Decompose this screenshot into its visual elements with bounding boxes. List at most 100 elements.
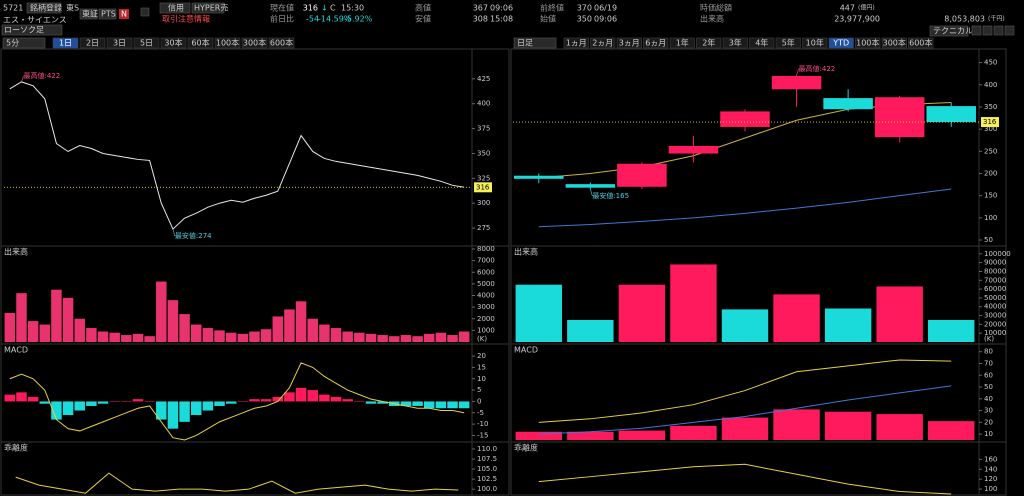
period-label[interactable]: 3ヵ月	[619, 39, 640, 48]
period-tab[interactable]	[643, 37, 669, 49]
period-tab[interactable]	[696, 37, 722, 49]
period-tab[interactable]	[881, 37, 907, 49]
y-tick-label: 100000	[984, 250, 1011, 258]
bar	[214, 401, 225, 406]
notice[interactable]: 取引注意情報	[162, 14, 210, 24]
period-label[interactable]: 6ヵ月	[645, 39, 666, 48]
period-label[interactable]: 10年	[806, 38, 824, 48]
interval[interactable]: 日足	[517, 39, 533, 48]
period-label[interactable]: 600本	[909, 38, 932, 48]
period-label[interactable]: 2ヵ月	[592, 39, 613, 48]
period-tab[interactable]	[775, 37, 801, 49]
period-tab[interactable]	[828, 37, 854, 49]
period-label[interactable]: 100本	[216, 38, 239, 48]
stat-time: 09:06	[594, 15, 617, 24]
y-tick-label: 1000	[477, 326, 495, 334]
bar	[515, 284, 562, 342]
interval-select[interactable]	[2, 37, 46, 49]
y-tick-label: 425	[477, 75, 490, 83]
period-label[interactable]: 3年	[729, 38, 742, 48]
news-label[interactable]: N	[121, 10, 127, 19]
y-tick-label: 100.0	[477, 485, 497, 493]
period-tab[interactable]	[214, 37, 241, 49]
period-tab[interactable]	[908, 37, 934, 49]
period-label[interactable]: 1日	[59, 39, 72, 48]
period-label[interactable]: 1ヵ月	[566, 39, 587, 48]
tse-button[interactable]	[79, 8, 98, 20]
bar	[51, 401, 62, 420]
panel-title: 出来高	[514, 247, 538, 257]
period-label[interactable]: 4年	[755, 38, 768, 48]
period-label[interactable]: 100本	[856, 38, 879, 48]
annotation-leader	[590, 188, 593, 197]
period-label[interactable]: 300本	[883, 38, 906, 48]
bar	[423, 333, 435, 342]
candle-body	[720, 111, 770, 127]
bar	[202, 328, 214, 342]
register-button[interactable]	[26, 2, 62, 14]
period-tab[interactable]	[52, 37, 79, 49]
period-label[interactable]: 2日	[86, 39, 99, 48]
period-tab[interactable]	[749, 37, 775, 49]
period-tab[interactable]	[133, 37, 160, 49]
menu-icon[interactable]	[140, 7, 150, 17]
price-tag-label: 316	[476, 183, 490, 191]
period-label[interactable]: 2年	[702, 38, 715, 48]
news-button[interactable]	[119, 9, 129, 19]
tool-icon[interactable]	[993, 25, 1004, 36]
credit-label[interactable]: 信用	[168, 3, 184, 13]
interval[interactable]: 5分	[6, 39, 19, 48]
y-tick-label: 200	[984, 169, 997, 177]
period-tab[interactable]	[106, 37, 133, 49]
technical-button[interactable]	[929, 25, 969, 37]
y-tick-label: 7000	[477, 257, 495, 265]
period-tab[interactable]	[268, 37, 295, 49]
pts-button[interactable]	[98, 8, 117, 20]
tool-icon[interactable]	[971, 25, 982, 36]
period-label[interactable]: 1年	[676, 38, 689, 48]
bar	[721, 417, 769, 440]
period-label[interactable]: 3日	[113, 39, 126, 48]
period-tab[interactable]	[855, 37, 881, 49]
hyper-button[interactable]	[191, 2, 225, 14]
period-tab[interactable]	[616, 37, 642, 49]
period-label[interactable]: 600本	[270, 38, 293, 48]
y-tick-label: 20000	[984, 320, 1006, 328]
tse-label[interactable]: 東証	[82, 9, 98, 19]
period-tab[interactable]	[563, 37, 589, 49]
period-tab[interactable]	[160, 37, 187, 49]
stat-label: 安値	[415, 14, 431, 24]
chart-type[interactable]: ローソク足	[4, 26, 44, 35]
period-tab[interactable]	[802, 37, 828, 49]
tool-icon[interactable]	[982, 25, 993, 36]
period-tab[interactable]	[590, 37, 616, 49]
pts-label[interactable]: PTS	[101, 10, 116, 19]
period-tab[interactable]	[722, 37, 748, 49]
panel-title: 乖離度	[4, 443, 28, 453]
turnover: 8,053,803	[944, 15, 985, 24]
bar	[144, 401, 155, 402]
period-tab[interactable]	[79, 37, 106, 49]
hyper-label[interactable]: HYPER売	[194, 3, 228, 13]
tool-icon[interactable]	[1004, 25, 1015, 36]
bar	[190, 324, 202, 342]
period-label[interactable]: 5日	[140, 39, 153, 48]
bar	[39, 401, 51, 404]
y-tick-label: 50	[984, 383, 993, 391]
period-label[interactable]: YTD	[832, 39, 849, 48]
register-label[interactable]: 銘柄登録	[30, 3, 62, 13]
bar	[342, 399, 353, 402]
credit-button[interactable]	[159, 2, 191, 14]
period-label[interactable]: 30本	[164, 38, 182, 48]
period-label[interactable]: 300本	[243, 38, 266, 48]
chart-type-select[interactable]	[1, 24, 63, 36]
technical-label[interactable]: テクニカル	[933, 27, 973, 36]
period-label[interactable]: 5年	[782, 38, 795, 48]
period-label[interactable]: 60本	[191, 38, 209, 48]
y-tick-label: 40000	[984, 303, 1006, 311]
interval-select[interactable]	[513, 37, 557, 49]
period-tab[interactable]	[669, 37, 695, 49]
period-tab[interactable]	[187, 37, 214, 49]
bar	[307, 318, 318, 342]
period-tab[interactable]	[241, 37, 268, 49]
